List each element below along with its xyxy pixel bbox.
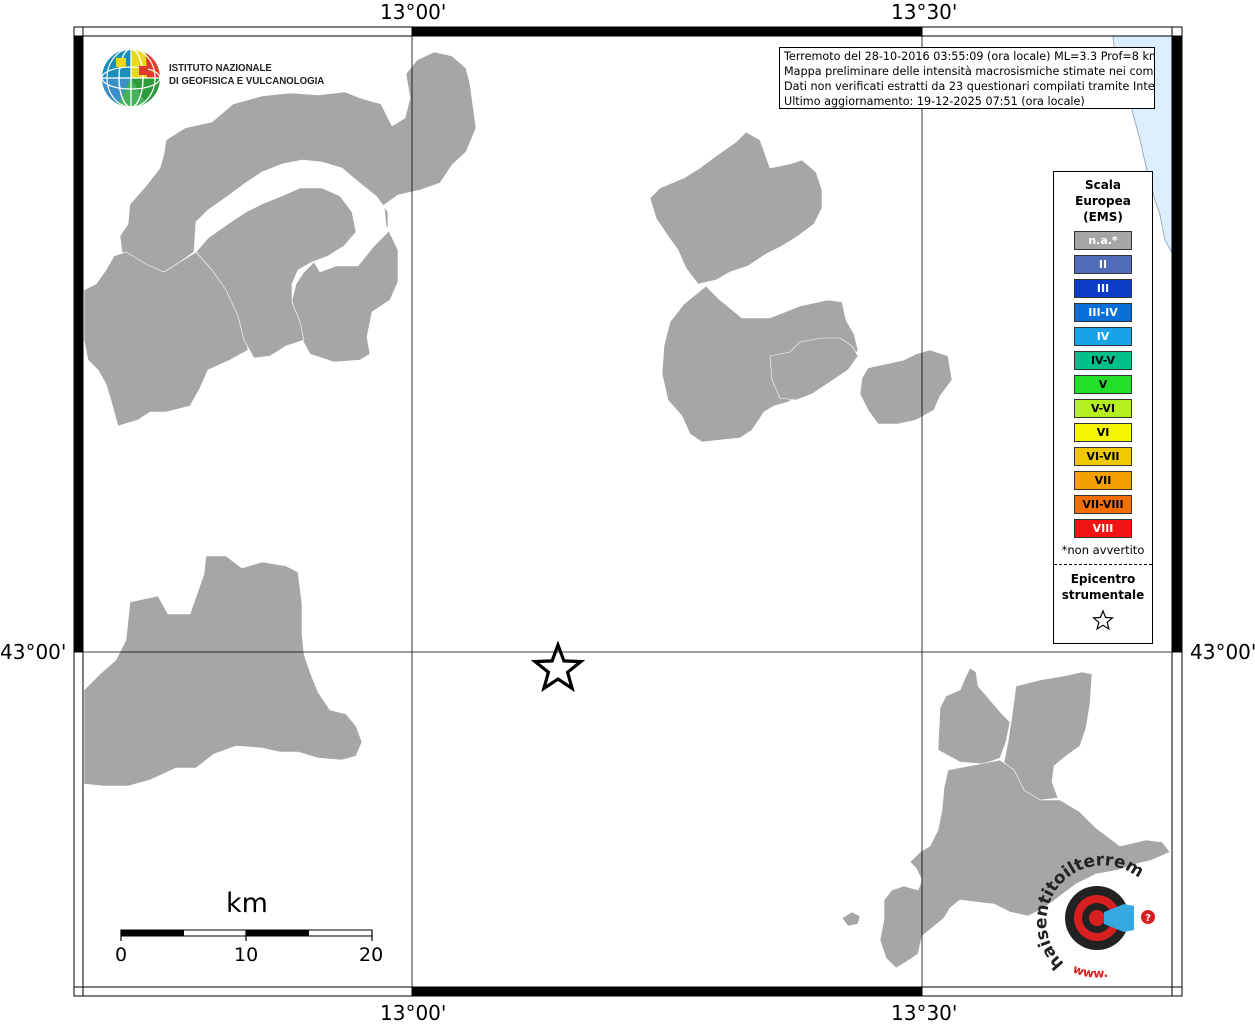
epicentre-star-icon [530,640,586,693]
legend-item: II [1074,255,1132,274]
map-border-frame [73,26,1183,997]
scale-tick-10: 10 [234,944,259,966]
info-line-updated: Ultimo aggiornamento: 19-12-2025 07:51 (… [784,95,1085,108]
legend-item: III-IV [1074,303,1132,322]
legend-title-line3: (EMS) [1083,210,1123,224]
legend-item: VI [1074,423,1132,442]
legend-epicentre-line2: strumentale [1061,588,1145,602]
municipality-north-center [649,131,823,285]
municipality-north-west-south [83,251,249,427]
legend-item: IV-V [1074,351,1132,370]
coord-left: 43°00' [0,640,67,664]
ingv-logo-text: ISTITUTO NAZIONALE DI GEOFISICA E VULCAN… [169,62,324,88]
legend-item: VII-VIII [1074,495,1132,514]
municipality-south-east-north-a [937,667,1011,765]
legend-item: n.a.* [1074,231,1132,250]
legend-epicentre-label: Epicentro strumentale [1054,571,1152,603]
ingv-logo-line2: DI GEOFISICA E VULCANOLOGIA [169,75,325,87]
municipality-north-west-center [195,187,357,359]
legend-title: Scala Europea (EMS) [1054,177,1152,225]
legend-item: VII [1074,471,1132,490]
legend-title-line1: Scala [1084,178,1122,192]
municipality-east-small [859,349,953,425]
scale-bar [120,929,373,941]
ingv-logo-line1: ISTITUTO NAZIONALE [169,62,272,74]
coord-bottom-right: 13°30' [891,1001,958,1025]
municipality-center-east [661,285,859,443]
coord-top-left: 13°00' [380,0,447,24]
municipalities [83,51,1171,969]
legend-note: *non avvertito [1061,543,1145,557]
haisentito-url-text: www. [1071,962,1109,981]
municipality-south-east-large [879,759,1171,969]
legend-item: VIII [1074,519,1132,538]
haisentito-logo-icon: ? [1065,886,1155,950]
municipality-islet [841,911,861,927]
scale-unit-label: km [226,888,268,919]
legend-item: VI-VII [1074,447,1132,466]
legend-item: V-VI [1074,399,1132,418]
earthquake-info-box: Terremoto del 28-10-2016 03:55:09 (ora l… [779,47,1155,109]
municipality-south-west [83,555,363,787]
info-line-event: Terremoto del 28-10-2016 03:55:09 (ora l… [784,50,1155,63]
coord-right: 43°00' [1190,640,1255,664]
ems-legend: Scala Europea (EMS) n.a.* II III III-IV IV IV… [1053,171,1153,644]
info-line-map: Mappa preliminare delle intensità macros… [784,65,1155,78]
legend-title-line2: Europea [1075,194,1131,208]
scale-tick-20: 20 [359,944,384,966]
legend-star-icon [1091,609,1115,631]
legend-separator [1054,564,1152,565]
coord-bottom-left: 13°00' [380,1001,447,1025]
municipality-north-west-large [119,51,477,363]
svg-text:?: ? [1145,913,1151,924]
legend-item: III [1074,279,1132,298]
coord-top-right: 13°30' [891,0,958,24]
ingv-globe-logo-icon [101,48,161,108]
legend-item: IV [1074,327,1132,346]
info-line-data: Dati non verificati estratti da 23 quest… [784,80,1155,93]
municipality-center-east-small [769,337,859,401]
legend-epicentre-line1: Epicentro [1070,572,1136,586]
scale-tick-0: 0 [115,944,128,966]
legend-items: n.a.* II III III-IV IV IV-V V V-VI VI VI-VII VII VI… [1054,231,1152,538]
legend-item: V [1074,375,1132,394]
